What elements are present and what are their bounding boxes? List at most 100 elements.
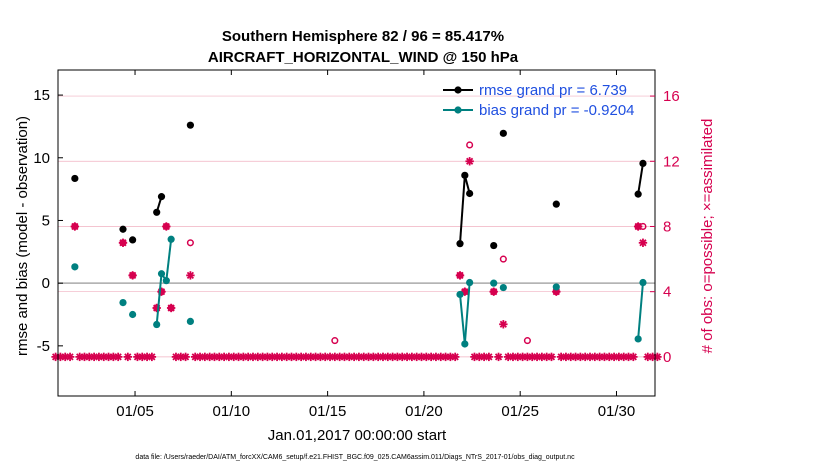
obs-assimilated-marker [152, 303, 161, 313]
y2-tick-label: 16 [663, 88, 680, 105]
bias-point [456, 290, 464, 299]
y2-tick-label: 8 [663, 218, 671, 235]
series-layer [71, 121, 647, 348]
rmse-point [499, 129, 507, 137]
bias-point [119, 298, 127, 307]
x-axis: 01/05 01/10 01/15 01/20 01/25 01/30 [116, 70, 635, 420]
legend-label: rmse grand pr = 6.739 [479, 82, 627, 99]
obs-assimilated-zero-marker [547, 352, 556, 362]
obs-assimilated-marker [186, 271, 195, 280]
bias-point [167, 235, 175, 243]
bias-point [499, 283, 507, 292]
obs-assimilated-zero-marker [450, 352, 460, 362]
obs-assimilated-marker [118, 238, 128, 247]
obs-assimilated-zero-marker [181, 352, 190, 362]
rmse-point [153, 208, 161, 216]
series-segment [459, 175, 466, 244]
rmse-point [639, 159, 647, 168]
x-tick-label: 01/25 [501, 403, 539, 420]
series-segment [165, 239, 173, 281]
bias-point [490, 279, 498, 287]
obs-count-layer [51, 141, 662, 362]
series-segment [155, 273, 163, 325]
obs-assimilated-marker [70, 222, 80, 231]
rmse-point [119, 225, 127, 233]
bias-point [153, 320, 161, 329]
obs-assimilated-marker [166, 303, 176, 313]
obs-possible-marker [499, 255, 507, 263]
x-tick-label: 01/30 [598, 403, 636, 420]
rmse-point [71, 174, 79, 183]
obs-assimilated-zero-marker [484, 352, 494, 362]
rmse-point [490, 241, 498, 250]
obs-assimilated-zero-marker [113, 352, 123, 362]
x-tick-label: 01/15 [309, 403, 347, 420]
obs-assimilated-marker [455, 271, 465, 280]
y-tick-label: -5 [37, 338, 50, 355]
bias-point [639, 278, 647, 287]
y-tick-label: 5 [42, 212, 50, 229]
x-tick-label: 01/05 [116, 403, 154, 420]
obs-possible-marker [186, 239, 194, 247]
y2-tick-label: 4 [663, 284, 671, 301]
bias-point [162, 277, 170, 285]
bias-point [552, 283, 560, 291]
y-axis-left: -5 0 5 10 15 [33, 87, 63, 355]
obs-possible-marker [331, 337, 339, 345]
y-tick-label: 0 [42, 275, 50, 292]
rmse-point [552, 200, 560, 208]
series-segment [459, 294, 466, 345]
bias-point [129, 310, 137, 319]
plot-frame [57, 69, 656, 397]
grid-lines [58, 95, 655, 358]
rmse-point [186, 121, 194, 129]
obs-assimilated-zero-marker [629, 352, 638, 362]
bias-point [71, 263, 79, 271]
y-tick-label: 10 [33, 150, 50, 167]
footer-data-file: data file: /Users/raeder/DAI/ATM_forcXX/… [135, 454, 575, 461]
obs-assimilated-marker [489, 287, 498, 296]
obs-assimilated-marker [638, 238, 648, 247]
obs-assimilated-zero-marker [65, 352, 75, 362]
x-axis-label: Jan.01,2017 00:00:00 start [268, 427, 447, 444]
obs-assimilated-zero-marker [123, 352, 133, 362]
legend: rmse grand pr = 6.739 bias grand pr = -0.… [443, 82, 635, 119]
obs-assimilated-zero-marker [494, 352, 503, 362]
rmse-point [129, 236, 137, 244]
y-axis-label: rmse and bias (model - observation) [14, 116, 31, 356]
series-segment [463, 282, 471, 345]
chart-title: Southern Hemisphere 82 / 96 = 85.417% [222, 28, 504, 45]
legend-marker [454, 106, 462, 114]
legend-label: bias grand pr = -0.9204 [479, 102, 635, 119]
obs-possible-marker [466, 141, 474, 149]
bias-point [634, 335, 642, 343]
series-segment [637, 282, 644, 340]
y-axis-right: 0 4 8 12 16 [650, 88, 680, 366]
obs-assimilated-marker [633, 222, 643, 231]
obs-assimilated-marker [162, 222, 171, 231]
x-tick-label: 01/20 [405, 403, 443, 420]
rmse-point [157, 193, 166, 201]
rmse-point [461, 171, 469, 179]
y2-axis-label: # of obs: o=possible; ×=assimilated [699, 119, 716, 354]
rmse-point [634, 190, 642, 198]
series-segment [637, 163, 644, 195]
legend-marker [454, 86, 462, 94]
chart-subtitle: AIRCRAFT_HORIZONTAL_WIND @ 150 hPa [208, 49, 519, 66]
bias-point [186, 317, 194, 325]
obs-assimilated-marker [465, 157, 474, 166]
obs-assimilated-marker [499, 320, 508, 329]
bias-point [461, 340, 469, 348]
obs-possible-marker [523, 337, 531, 345]
bias-point [466, 278, 474, 287]
rmse-point [456, 240, 464, 248]
obs-assimilated-zero-marker [147, 352, 157, 362]
x-tick-label: 01/10 [213, 403, 251, 420]
rmse-point [466, 189, 474, 198]
y2-tick-label: 0 [663, 349, 671, 366]
y2-tick-label: 12 [663, 153, 680, 170]
y-tick-label: 15 [33, 87, 50, 104]
bias-point [157, 270, 166, 278]
obs-assimilated-marker [128, 271, 137, 280]
